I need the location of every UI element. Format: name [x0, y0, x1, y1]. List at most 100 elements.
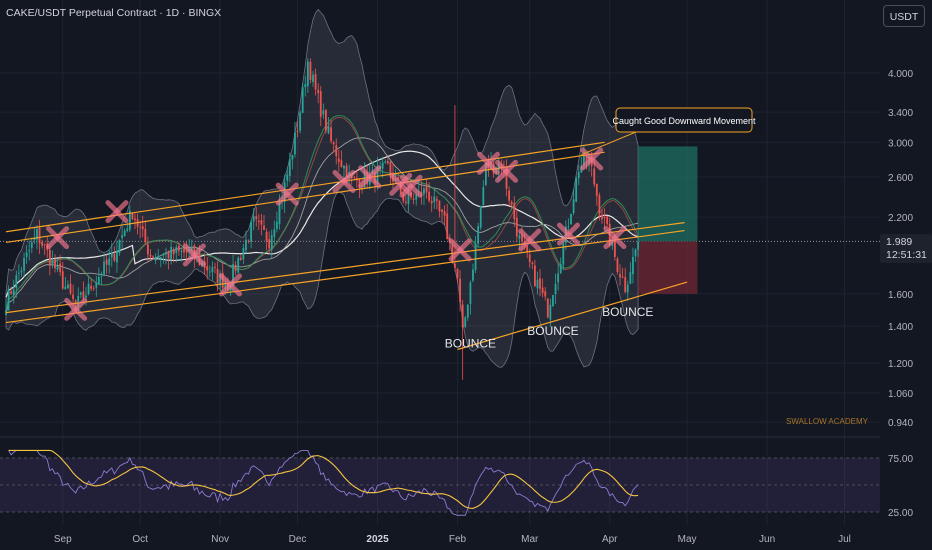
candle-body: [260, 220, 263, 225]
candle-body: [613, 240, 616, 257]
candle: [381, 156, 384, 178]
candle: [343, 165, 345, 180]
candle-body: [118, 240, 121, 254]
candle-body: [28, 250, 31, 252]
candle: [626, 280, 629, 301]
marker-stroke: [275, 182, 299, 206]
marker-stroke: [476, 151, 500, 175]
candle: [619, 264, 621, 286]
candle: [474, 235, 477, 274]
candle: [234, 261, 237, 276]
candle-body: [85, 295, 87, 298]
candle-body: [41, 241, 44, 246]
candle-body: [559, 264, 562, 274]
candle: [314, 68, 317, 96]
candle-body: [567, 226, 570, 227]
candle: [23, 252, 25, 277]
candle: [386, 156, 389, 165]
candle-body: [456, 268, 459, 279]
marker-stroke: [580, 147, 604, 171]
candle-body: [474, 243, 477, 270]
candle-body: [319, 91, 322, 117]
candle: [546, 297, 549, 319]
swing-marker: [358, 165, 382, 189]
annotations: Caught Good Downward Movement BOUNCE BOUNC…: [445, 107, 756, 351]
bounce-label: BOUNCE: [445, 337, 496, 351]
callout-box: [615, 107, 753, 133]
candle: [170, 239, 173, 265]
price-tick-label: 1.060: [888, 389, 913, 400]
candle-body: [299, 112, 302, 131]
candle-body: [629, 272, 632, 284]
bollinger-bands: [5, 8, 639, 368]
rsi-signal: [8, 449, 639, 509]
price-tick-label: 1.400: [888, 322, 913, 333]
candle-body: [632, 256, 634, 275]
candle-body: [505, 169, 508, 189]
rsi-panel: [0, 449, 880, 516]
position-box: [638, 146, 698, 294]
candle-body: [131, 212, 134, 220]
candle-body: [59, 263, 62, 273]
candle-body: [170, 246, 173, 260]
candle: [260, 213, 263, 236]
candle-body: [317, 89, 320, 94]
candle-body: [335, 145, 338, 157]
candle: [435, 195, 438, 210]
candle-body: [425, 186, 428, 193]
candle: [149, 248, 152, 261]
candle-body: [87, 283, 90, 295]
currency-button[interactable]: USDT: [883, 5, 925, 27]
candle: [121, 225, 123, 249]
candle-body: [443, 211, 446, 216]
candle-body: [482, 187, 485, 206]
candle: [466, 304, 469, 321]
candle: [510, 200, 513, 209]
marker-stroke: [182, 243, 206, 267]
candle-body: [306, 61, 309, 87]
swing-marker: [603, 226, 627, 250]
candle-body: [624, 277, 627, 293]
time-tick-label: 2025: [366, 534, 389, 545]
candle: [621, 267, 624, 279]
candle: [265, 228, 268, 251]
candle: [134, 213, 136, 230]
candle: [518, 231, 521, 250]
candle: [270, 229, 273, 259]
candle-body: [621, 276, 624, 278]
candle-body: [312, 74, 314, 83]
candle: [175, 244, 178, 263]
swing-marker: [46, 226, 70, 250]
marker-stroke: [518, 228, 542, 252]
candle: [389, 161, 392, 184]
time-tick-label: Sep: [54, 534, 72, 545]
candle-body: [570, 213, 572, 225]
candle-body: [469, 282, 472, 304]
callout-pointer: [581, 131, 637, 156]
marker-stroke: [46, 226, 70, 250]
marker-stroke: [399, 174, 423, 198]
candle-body: [518, 235, 521, 239]
candle-body: [441, 209, 443, 212]
candle: [97, 267, 100, 285]
candle: [206, 257, 209, 280]
candle: [601, 209, 603, 224]
candle-body: [183, 248, 185, 253]
candle-body: [245, 239, 247, 251]
candle-body: [577, 172, 580, 179]
candle-body: [90, 285, 93, 289]
marker-stroke: [389, 172, 413, 196]
candle: [18, 264, 20, 281]
candle-body: [23, 257, 25, 271]
candle: [296, 121, 299, 138]
candle: [632, 247, 634, 284]
candle: [110, 242, 113, 267]
candle-body: [247, 240, 250, 242]
candle-body: [51, 259, 54, 266]
bounce-label: BOUNCE: [602, 305, 653, 319]
candle: [536, 271, 539, 295]
candle: [95, 275, 98, 297]
candle: [172, 247, 175, 263]
candle: [92, 285, 95, 291]
price-axis: 4.000 3.400 3.000 2.600 2.200 1.600 1.400 1.200…: [888, 69, 913, 519]
